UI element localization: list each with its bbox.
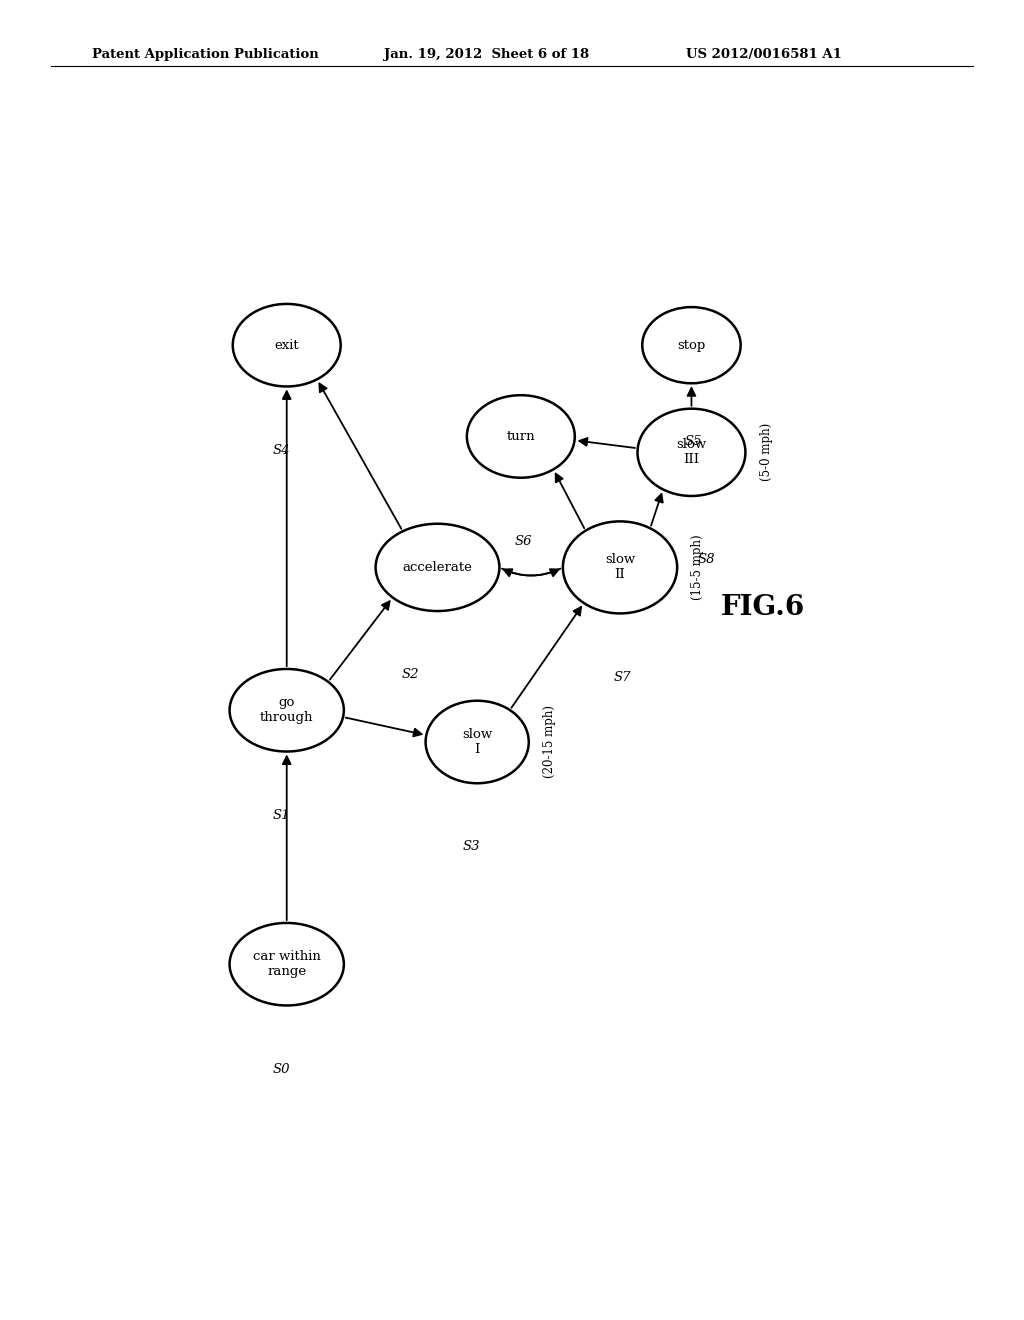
- Text: US 2012/0016581 A1: US 2012/0016581 A1: [686, 48, 842, 61]
- Text: slow
I: slow I: [462, 729, 493, 756]
- Text: slow
II: slow II: [605, 553, 635, 581]
- Text: accelerate: accelerate: [402, 561, 472, 574]
- Text: S8: S8: [697, 553, 716, 566]
- Text: stop: stop: [677, 339, 706, 351]
- Text: turn: turn: [507, 430, 536, 444]
- Ellipse shape: [229, 669, 344, 751]
- Text: FIG.6: FIG.6: [721, 594, 805, 620]
- Text: Jan. 19, 2012  Sheet 6 of 18: Jan. 19, 2012 Sheet 6 of 18: [384, 48, 589, 61]
- Text: slow
III: slow III: [676, 438, 707, 466]
- Ellipse shape: [642, 308, 740, 383]
- Text: S3: S3: [463, 841, 480, 854]
- Text: S7: S7: [613, 671, 631, 684]
- Text: S6: S6: [514, 535, 532, 548]
- Text: S0: S0: [272, 1063, 290, 1076]
- Text: car within
range: car within range: [253, 950, 321, 978]
- Text: S5: S5: [685, 434, 702, 447]
- Ellipse shape: [376, 524, 500, 611]
- Text: S2: S2: [401, 668, 419, 681]
- Text: S4: S4: [272, 444, 290, 457]
- Ellipse shape: [229, 923, 344, 1006]
- Ellipse shape: [426, 701, 528, 783]
- Ellipse shape: [467, 395, 574, 478]
- Text: exit: exit: [274, 339, 299, 351]
- Text: (15-5 mph): (15-5 mph): [691, 535, 705, 601]
- Text: Patent Application Publication: Patent Application Publication: [92, 48, 318, 61]
- Ellipse shape: [563, 521, 677, 614]
- Text: go
through: go through: [260, 696, 313, 725]
- Text: (5-0 mph): (5-0 mph): [760, 424, 773, 482]
- Ellipse shape: [638, 409, 745, 496]
- Text: S1: S1: [272, 809, 290, 821]
- Ellipse shape: [232, 304, 341, 387]
- Text: (20-15 mph): (20-15 mph): [543, 705, 556, 779]
